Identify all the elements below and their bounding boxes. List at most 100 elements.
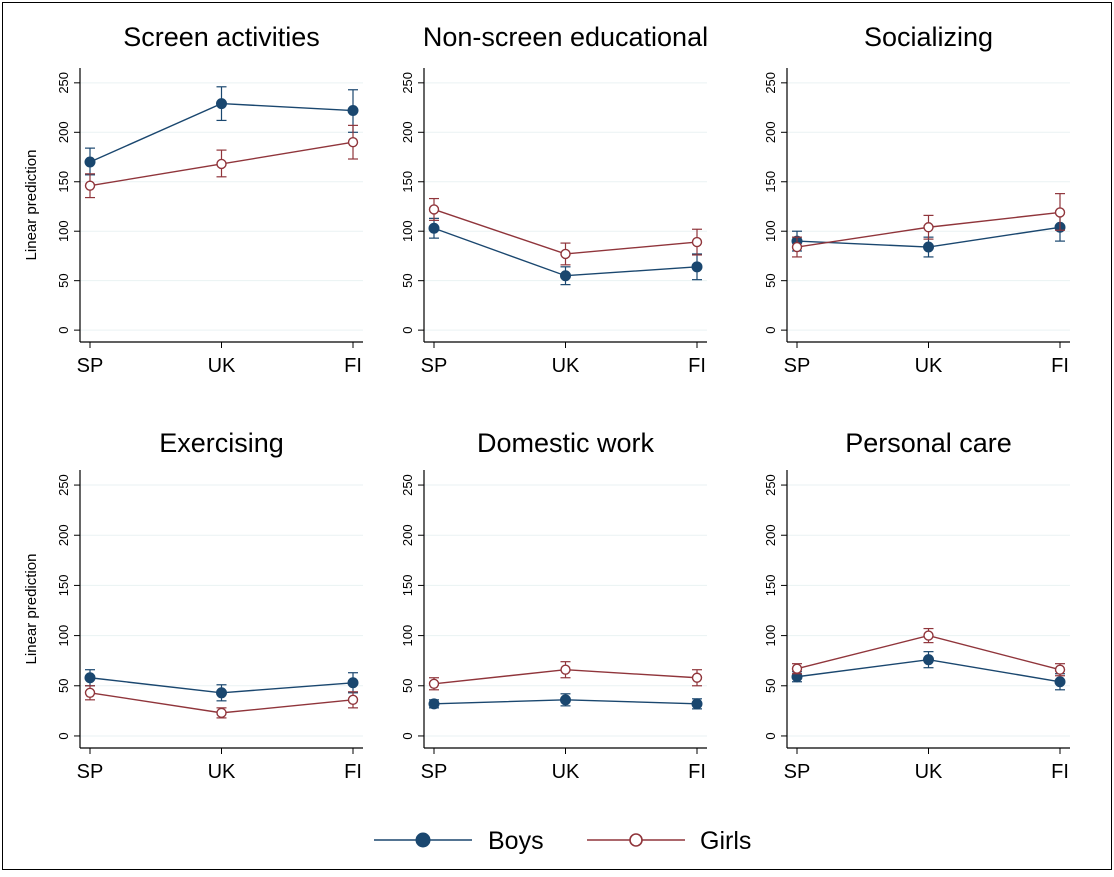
y-tick-label: 50 [56, 273, 71, 287]
panel-title: Socializing [864, 22, 993, 52]
y-tick-label: 150 [56, 575, 71, 597]
y-tick-label: 250 [400, 474, 415, 496]
data-point-boys [1054, 676, 1066, 688]
data-point-girls [691, 236, 703, 248]
data-point-boys [84, 156, 96, 168]
legend-label: Boys [488, 827, 544, 855]
y-tick-label: 100 [56, 220, 71, 242]
data-point-girls [1054, 664, 1066, 675]
panel-title: Exercising [159, 428, 284, 458]
y-tick-label: 150 [763, 171, 778, 193]
legend-marker [629, 833, 643, 847]
x-tick-label: FI [344, 761, 362, 783]
y-tick-label: 100 [763, 625, 778, 647]
data-point-boys [923, 654, 934, 666]
panel-personal-care: Personal care 0 50 100 150 200 250 SP UK FI [763, 428, 1070, 783]
data-point-girls [791, 241, 803, 253]
data-point-girls [1054, 207, 1066, 218]
data-point-boys [216, 98, 227, 110]
panel-non-screen-educational: Non-screen educational 0 50 100 150 200 250 SP U… [400, 22, 708, 377]
y-tick-label: 50 [763, 679, 778, 693]
y-tick-label: 50 [400, 679, 415, 693]
x-tick-label: UK [915, 761, 943, 783]
panel-socializing: Socializing 0 50 100 150 200 250 SP UK FI [763, 22, 1070, 377]
x-tick-label: FI [688, 355, 706, 377]
x-tick-label: SP [784, 355, 811, 377]
panel-title: Personal care [845, 428, 1012, 458]
y-tick-label: 100 [400, 625, 415, 647]
legend-item-boys: Boys [374, 827, 544, 855]
y-tick-label: 0 [56, 732, 71, 739]
data-point-girls [428, 204, 440, 215]
y-tick-label: 250 [763, 72, 778, 94]
y-tick-label: 0 [400, 732, 415, 739]
y-tick-label: 250 [400, 72, 415, 94]
y-tick-label: 200 [400, 524, 415, 546]
data-point-boys [428, 222, 440, 234]
data-point-boys [691, 698, 703, 710]
y-tick-label: 100 [763, 220, 778, 242]
x-tick-label: FI [344, 355, 362, 377]
data-point-girls [347, 694, 359, 706]
data-point-girls [791, 663, 803, 674]
data-point-boys [216, 687, 227, 699]
x-tick-label: UK [208, 761, 236, 783]
data-point-girls [84, 687, 96, 699]
legend-item-girls: Girls [587, 827, 751, 855]
data-point-boys [84, 672, 96, 684]
data-point-boys [923, 241, 934, 253]
data-point-boys [560, 270, 571, 282]
y-tick-label: 200 [400, 121, 415, 143]
y-tick-label: 100 [56, 625, 71, 647]
x-tick-label: UK [552, 355, 580, 377]
x-tick-label: UK [552, 761, 580, 783]
y-tick-label: 250 [763, 474, 778, 496]
data-point-boys [691, 261, 703, 273]
data-point-girls [923, 630, 934, 641]
data-point-girls [691, 672, 703, 683]
data-point-girls [923, 222, 934, 233]
data-point-girls [84, 180, 96, 191]
y-tick-label: 0 [56, 327, 71, 334]
data-point-boys [560, 694, 571, 706]
data-point-girls [560, 248, 571, 260]
panel-exercising: Exercising 0 50 100 150 200 250 SP UK FI Linear pr… [23, 428, 363, 783]
panel-title: Non-screen educational [423, 22, 708, 52]
y-tick-label: 50 [400, 273, 415, 287]
x-tick-label: SP [77, 355, 104, 377]
y-tick-label: 200 [56, 121, 71, 143]
x-tick-label: FI [688, 761, 706, 783]
data-point-boys [347, 105, 359, 117]
x-tick-label: SP [77, 761, 104, 783]
y-tick-label: 200 [56, 524, 71, 546]
x-tick-label: UK [915, 355, 943, 377]
data-point-boys [347, 677, 359, 689]
y-axis-label: Linear prediction [23, 150, 40, 261]
y-tick-label: 250 [56, 474, 71, 496]
panel-screen-activities: Screen activities 0 50 100 150 200 250 SP UK FI Li… [23, 22, 363, 377]
y-tick-label: 250 [56, 72, 71, 94]
y-tick-label: 200 [763, 524, 778, 546]
y-tick-label: 100 [400, 220, 415, 242]
x-tick-label: SP [784, 761, 811, 783]
y-axis-label: Linear prediction [23, 554, 40, 665]
y-tick-label: 0 [400, 327, 415, 334]
data-point-boys [428, 698, 440, 710]
y-tick-label: 150 [56, 171, 71, 193]
y-tick-label: 50 [763, 273, 778, 287]
y-tick-label: 0 [763, 327, 778, 334]
y-tick-label: 150 [400, 575, 415, 597]
legend: Boys Girls [374, 827, 751, 855]
x-tick-label: FI [1051, 355, 1069, 377]
x-tick-label: UK [208, 355, 236, 377]
panel-title: Domestic work [477, 428, 655, 458]
y-tick-label: 150 [763, 575, 778, 597]
y-tick-label: 200 [763, 121, 778, 143]
y-tick-label: 150 [400, 171, 415, 193]
data-point-girls [216, 158, 227, 170]
y-tick-label: 50 [56, 679, 71, 693]
x-tick-label: FI [1051, 761, 1069, 783]
legend-label: Girls [700, 827, 751, 855]
